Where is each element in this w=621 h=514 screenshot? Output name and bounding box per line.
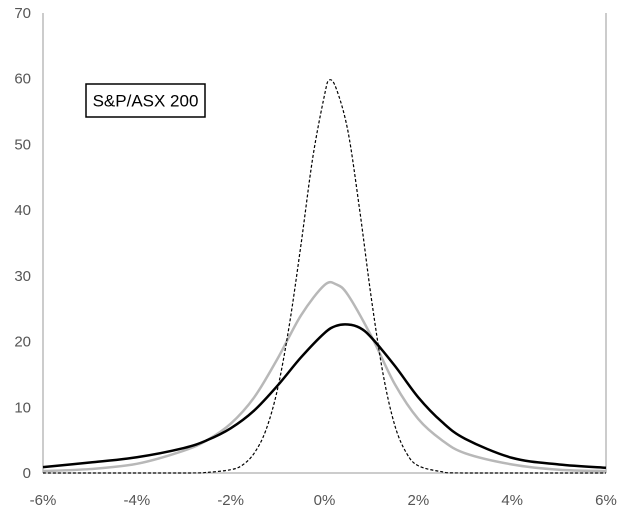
x-tick-label: 4% <box>501 492 523 509</box>
x-tick-label: -6% <box>30 492 57 509</box>
y-tick-label: 20 <box>14 334 31 351</box>
x-tick-label: 2% <box>407 492 429 509</box>
x-tick-label: 6% <box>595 492 617 509</box>
plot-area <box>42 13 607 474</box>
legend-label: S&P/ASX 200 <box>93 92 199 111</box>
series-line-black <box>42 323 607 469</box>
y-tick-label: 50 <box>14 136 31 153</box>
y-tick-label: 70 <box>14 5 31 22</box>
y-tick-label: 10 <box>14 399 31 416</box>
y-tick-label: 60 <box>14 71 31 88</box>
y-tick-label: 40 <box>14 202 31 219</box>
x-tick-label: 0% <box>314 492 336 509</box>
y-tick-labels: 0 10 20 30 40 50 60 70 <box>14 5 31 482</box>
x-tick-labels: -6% -4% -2% 0% 2% 4% 6% <box>30 492 617 509</box>
x-tick-label: -4% <box>123 492 150 509</box>
legend-border <box>85 83 206 118</box>
y-tick-label: 30 <box>14 268 31 285</box>
series-line-grey <box>42 280 607 473</box>
y-tick-label: 0 <box>23 465 31 482</box>
x-tick-label: -2% <box>217 492 244 509</box>
series-layer <box>42 79 607 474</box>
series-line-dashed-black <box>43 79 606 474</box>
legend-box: S&P/ASX 200 <box>85 83 206 118</box>
